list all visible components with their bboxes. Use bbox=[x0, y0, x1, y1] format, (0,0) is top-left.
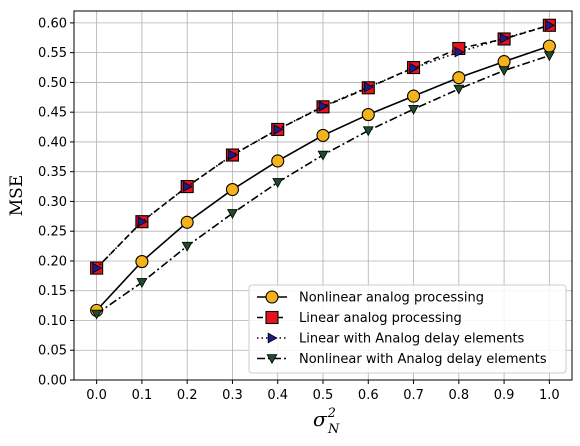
legend-label: Linear with Analog delay elements bbox=[299, 332, 525, 347]
legend-label: Nonlinear with Analog delay elements bbox=[299, 352, 547, 367]
y-tick-label: 0.45 bbox=[38, 106, 67, 121]
data-point bbox=[266, 354, 278, 365]
y-tick-label: 0.25 bbox=[38, 225, 67, 240]
series-4 bbox=[91, 51, 555, 320]
y-tick-label: 0.50 bbox=[38, 76, 67, 91]
y-axis-label: MSE bbox=[7, 175, 27, 216]
y-tick-label: 0.05 bbox=[38, 344, 67, 359]
data-point bbox=[137, 216, 148, 228]
data-point bbox=[181, 241, 193, 252]
data-point bbox=[364, 81, 374, 93]
x-tick-label: 0.0 bbox=[86, 388, 107, 403]
legend-entry: Linear analog processing bbox=[257, 310, 462, 326]
y-tick-label: 0.30 bbox=[38, 195, 67, 210]
data-point bbox=[452, 71, 466, 85]
y-tick-label: 0.10 bbox=[38, 314, 67, 329]
data-point bbox=[272, 178, 284, 189]
data-point bbox=[318, 100, 329, 112]
data-point bbox=[362, 126, 374, 137]
x-tick-label: 0.3 bbox=[222, 388, 243, 403]
y-tick-label: 0.15 bbox=[38, 284, 67, 299]
legend-label: Linear analog processing bbox=[299, 311, 462, 326]
data-point bbox=[180, 215, 194, 229]
data-point bbox=[545, 19, 555, 31]
data-point bbox=[408, 104, 420, 115]
series-1 bbox=[90, 39, 556, 317]
data-point bbox=[182, 181, 193, 193]
y-tick-label: 0.00 bbox=[38, 374, 67, 389]
y-tick-label: 0.20 bbox=[38, 254, 67, 269]
x-tick-label: 0.4 bbox=[267, 388, 288, 403]
y-tick-label: 0.35 bbox=[38, 165, 67, 180]
data-point bbox=[361, 108, 375, 122]
data-point bbox=[226, 209, 238, 219]
data-point bbox=[271, 154, 285, 168]
data-point bbox=[267, 332, 278, 344]
legend: Nonlinear analog processing Linear analog… bbox=[248, 284, 567, 374]
x-tick-label: 0.7 bbox=[403, 388, 424, 403]
data-point bbox=[453, 84, 465, 95]
x-tick-label: 0.8 bbox=[448, 388, 469, 403]
data-point bbox=[92, 262, 103, 274]
x-tick-label: 0.5 bbox=[313, 388, 334, 403]
data-point bbox=[409, 62, 420, 74]
data-point bbox=[542, 39, 556, 53]
data-point bbox=[135, 255, 149, 269]
x-tick-label: 0.2 bbox=[177, 388, 198, 403]
x-axis-label-superscript: 2 bbox=[327, 406, 336, 421]
legend-entry: Linear with Analog delay elements bbox=[257, 332, 525, 347]
data-point bbox=[316, 128, 330, 142]
data-point bbox=[406, 89, 421, 103]
data-point bbox=[228, 149, 239, 161]
plot-area bbox=[90, 18, 556, 320]
data-point bbox=[543, 51, 555, 62]
data-point bbox=[499, 32, 510, 44]
x-tick-label: 0.6 bbox=[358, 388, 379, 403]
data-point bbox=[265, 310, 279, 325]
legend-entry: Nonlinear analog processing bbox=[257, 290, 484, 306]
x-axis-label: σ2 N bbox=[313, 406, 340, 437]
data-point bbox=[91, 309, 103, 320]
y-tick-label: 0.40 bbox=[38, 135, 67, 150]
x-tick-label: 1.0 bbox=[539, 388, 560, 403]
data-point bbox=[273, 123, 284, 135]
x-axis-label-subscript: N bbox=[327, 422, 340, 437]
data-point bbox=[317, 150, 329, 161]
data-point bbox=[136, 278, 148, 289]
axis-ticks: 0.0 0.1 0.2 0.3 0.4 0.5 0.6 0.7 0.8 0.9 1.0 0.00 0.0… bbox=[38, 16, 560, 403]
data-point bbox=[454, 46, 465, 58]
data-point bbox=[497, 55, 511, 69]
data-point bbox=[265, 290, 279, 304]
legend-box bbox=[248, 284, 567, 374]
series-3 bbox=[92, 19, 555, 274]
y-tick-label: 0.60 bbox=[38, 16, 67, 31]
legend-entry: Nonlinear with Analog delay elements bbox=[257, 352, 547, 367]
x-axis-label-symbol: σ bbox=[313, 407, 328, 431]
data-point bbox=[225, 182, 240, 197]
y-tick-label: 0.55 bbox=[38, 46, 67, 61]
data-point bbox=[498, 66, 510, 77]
series-line bbox=[96, 24, 550, 269]
x-tick-label: 0.1 bbox=[132, 388, 153, 403]
legend-label: Nonlinear analog processing bbox=[299, 291, 484, 306]
x-tick-label: 0.9 bbox=[494, 388, 515, 403]
